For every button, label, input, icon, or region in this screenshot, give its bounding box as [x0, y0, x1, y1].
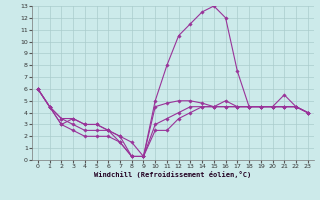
X-axis label: Windchill (Refroidissement éolien,°C): Windchill (Refroidissement éolien,°C) — [94, 171, 252, 178]
